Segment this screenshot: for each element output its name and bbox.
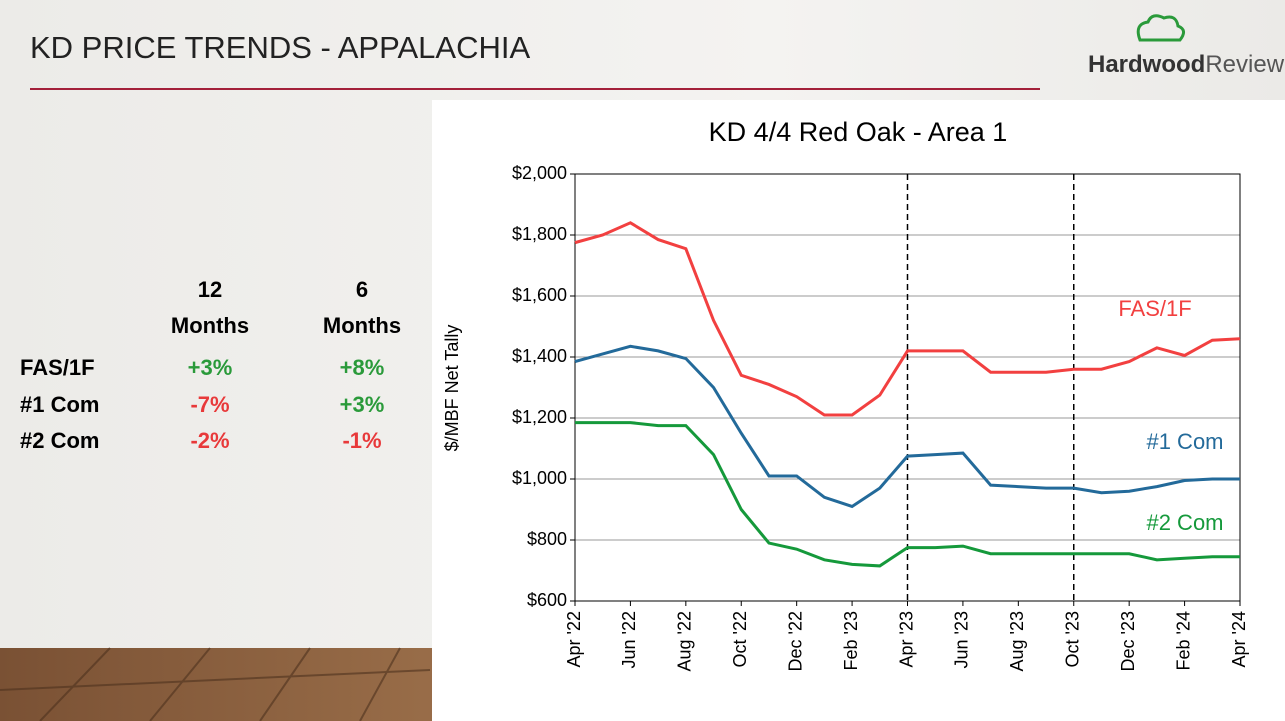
x-tick-label: Oct '23 (1063, 611, 1083, 667)
change-value: -2% (190, 428, 230, 453)
x-tick-label: Aug '23 (1007, 611, 1027, 672)
series-line (575, 421, 1240, 568)
change-value: -1% (342, 428, 382, 453)
series-line (574, 221, 1241, 417)
logo-tree (1136, 14, 1185, 42)
logo-bold: Hardwood (1088, 51, 1205, 78)
change-value: +3% (187, 355, 233, 380)
change-value: -7% (190, 391, 230, 417)
row-label: #1 Com (20, 391, 100, 417)
series-line (574, 344, 1240, 509)
x-tick-label: Oct '22 (730, 611, 750, 667)
x-tick-label: Dec '23 (1118, 611, 1138, 671)
row-label: FAS/1F (20, 355, 95, 380)
change-value: +3% (339, 391, 385, 417)
column-header: 12 Months (170, 277, 250, 338)
y-tick-label: $1,600 (512, 285, 567, 305)
logo: HardwoodReview (1088, 14, 1285, 78)
y-tick-label: $2,000 (512, 163, 567, 183)
row-label: #2 Com (20, 428, 100, 453)
y-tick-label: $1,400 (512, 346, 567, 366)
series-label: #2 Com (1146, 510, 1223, 535)
x-tick-label: Aug '22 (675, 611, 695, 672)
series-label: #1 Com (1146, 429, 1223, 454)
y-tick-label: $1,800 (512, 224, 567, 244)
y-tick-label: $800 (527, 529, 567, 549)
floor-planks (0, 647, 431, 721)
chart-title: KD 4/4 Red Oak - Area 1 (709, 117, 1008, 147)
y-axis-label: $/MBF Net Tally (442, 325, 462, 452)
x-tick-label: Jun '22 (619, 611, 639, 668)
column-header: 6 Months (322, 277, 402, 338)
x-tick-label: Apr '23 (896, 611, 916, 667)
x-tick-label: Feb '23 (841, 611, 861, 670)
y-tick-label: $1,200 (512, 407, 567, 427)
x-tick-label: Apr '24 (1229, 611, 1249, 667)
y-tick-label: $1,000 (512, 468, 567, 488)
y-tick-label: $600 (527, 590, 567, 610)
logo-text: HardwoodReview (1088, 51, 1285, 78)
change-value: +8% (339, 355, 385, 380)
logo-light: Review (1205, 51, 1284, 78)
x-tick-label: Jun '23 (952, 611, 972, 668)
series-label: FAS/1F (1118, 296, 1191, 321)
x-tick-label: Dec '22 (785, 611, 805, 671)
slide-title: KD PRICE TRENDS - APPALACHIA (30, 30, 530, 65)
x-tick-label: Feb '24 (1173, 611, 1193, 670)
x-tick-label: Apr '22 (564, 611, 584, 667)
